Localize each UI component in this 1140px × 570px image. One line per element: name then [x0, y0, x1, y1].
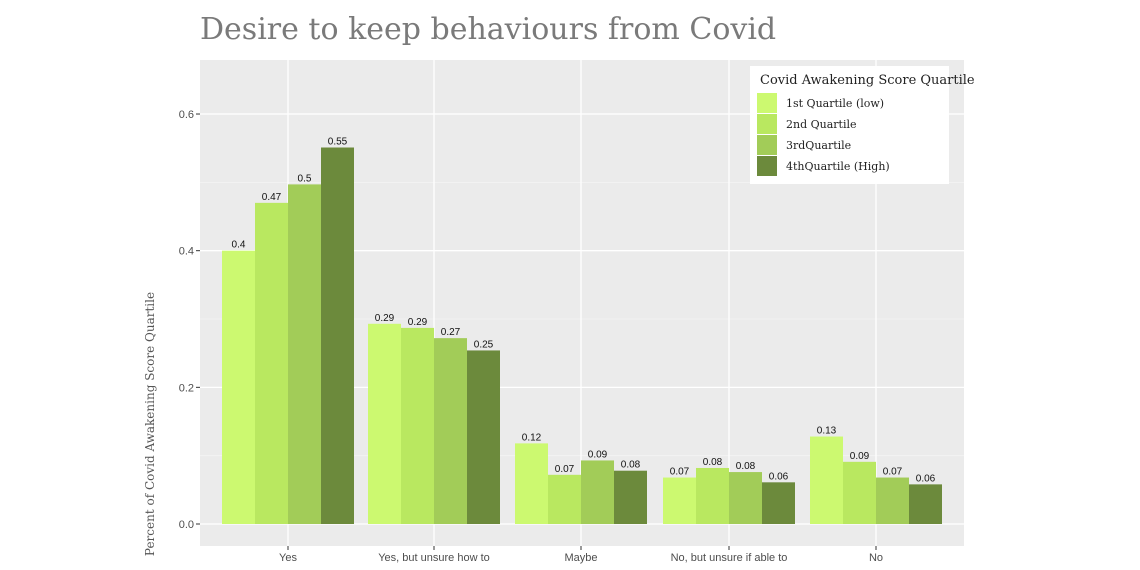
data-label: 0.09	[850, 451, 870, 462]
data-label: 0.06	[916, 473, 936, 484]
y-tick-label: 0.4	[179, 246, 194, 258]
legend-swatch	[757, 114, 777, 134]
x-tick-label: Yes, but unsure how to	[378, 552, 490, 564]
data-label: 0.07	[555, 464, 575, 475]
data-label: 0.08	[703, 457, 723, 468]
bar	[729, 472, 762, 524]
bar	[810, 436, 843, 524]
chart-title: Desire to keep behaviours from Covid	[200, 12, 776, 47]
bar	[843, 461, 876, 524]
y-axis-label: Percent of Covid Awakening Score Quartil…	[143, 292, 157, 556]
bar	[909, 484, 942, 524]
bar	[663, 477, 696, 524]
bars-layer: 0.4 0.29 0.12 0.07 0.13 0.47 0.29 0.07 0.08 0.09 0…	[222, 137, 942, 524]
legend-title: Covid Awakening Score Quartile	[760, 73, 975, 88]
legend-label: 3rdQuartile	[786, 139, 851, 152]
data-label: 0.06	[769, 471, 789, 482]
bar	[876, 477, 909, 524]
legend: Covid Awakening Score Quartile 1st Quart…	[750, 66, 975, 184]
y-tick-label: 0.0	[179, 519, 194, 531]
data-label: 0.5	[298, 173, 312, 184]
data-label: 0.29	[408, 317, 428, 328]
legend-box	[750, 66, 949, 184]
data-label: 0.13	[817, 426, 837, 437]
legend-swatch	[757, 135, 777, 155]
x-tick-label: Yes	[279, 552, 297, 564]
bar	[434, 338, 467, 524]
data-label: 0.07	[670, 467, 690, 478]
bar	[321, 147, 354, 524]
legend-label: 2nd Quartile	[786, 118, 857, 131]
data-label: 0.08	[621, 460, 641, 471]
bar	[401, 327, 434, 524]
data-label: 0.27	[441, 327, 461, 338]
bar	[467, 350, 500, 524]
bar	[762, 482, 795, 524]
bar	[696, 467, 729, 524]
bar	[288, 184, 321, 524]
data-label: 0.4	[232, 240, 246, 251]
y-tick-label: 0.6	[179, 109, 194, 121]
bar	[368, 323, 401, 524]
data-label: 0.12	[522, 432, 542, 443]
x-axis: Yes Yes, but unsure how to Maybe No, but un…	[279, 546, 883, 564]
data-label: 0.47	[262, 192, 282, 203]
x-tick-label: No	[869, 552, 883, 564]
data-label: 0.29	[375, 313, 395, 324]
data-label: 0.08	[736, 461, 756, 472]
y-axis: 0.0 0.2 0.4 0.6	[179, 109, 200, 531]
legend-swatch	[757, 93, 777, 113]
bar	[614, 470, 647, 524]
data-label: 0.25	[474, 339, 494, 350]
bar	[255, 202, 288, 524]
bar	[548, 474, 581, 524]
bar	[515, 443, 548, 524]
legend-label: 4thQuartile (High)	[786, 160, 890, 173]
legend-label: 1st Quartile (low)	[786, 97, 884, 110]
data-label: 0.09	[588, 449, 608, 460]
bar	[222, 250, 255, 524]
y-tick-label: 0.2	[179, 382, 194, 394]
x-tick-label: No, but unsure if able to	[671, 552, 788, 564]
legend-swatch	[757, 156, 777, 176]
bar	[581, 460, 614, 524]
data-label: 0.55	[328, 137, 348, 148]
data-label: 0.07	[883, 467, 903, 478]
x-tick-label: Maybe	[564, 552, 597, 564]
